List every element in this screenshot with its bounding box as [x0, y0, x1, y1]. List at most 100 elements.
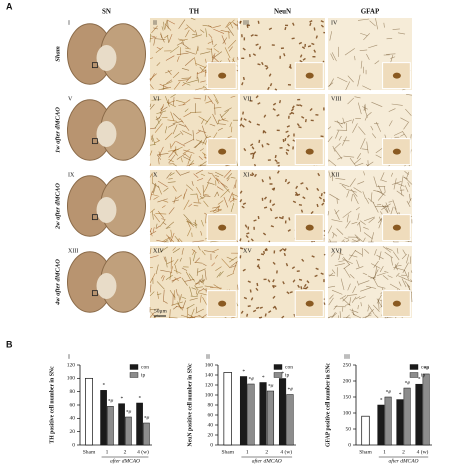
texture: [155, 223, 158, 229]
texture: [202, 184, 205, 196]
texture: [226, 272, 235, 277]
y-tick-label: 80: [70, 389, 76, 395]
texture: [211, 248, 219, 253]
texture: [184, 27, 189, 30]
texture: [260, 253, 265, 256]
texture: [203, 200, 209, 208]
brain-core: [96, 121, 117, 147]
texture: [331, 52, 337, 62]
texture: [153, 37, 156, 46]
texture: [376, 204, 382, 206]
texture: [370, 276, 376, 279]
texture: [212, 113, 218, 124]
texture: [194, 57, 197, 66]
inset-cell: [305, 224, 314, 231]
texture: [343, 256, 350, 265]
micrograph: [149, 169, 239, 243]
texture: [240, 310, 244, 314]
texture: [267, 86, 270, 91]
texture: [205, 58, 207, 64]
texture: [180, 171, 190, 176]
texture: [160, 274, 164, 279]
y-tick-label: 100: [205, 392, 214, 398]
texture: [357, 213, 360, 221]
texture: [253, 219, 257, 222]
texture: [149, 33, 151, 43]
texture: [379, 266, 384, 273]
texture: [263, 196, 268, 200]
y-axis-label: TH positive cell number in SNc: [49, 366, 55, 444]
texture: [274, 216, 278, 220]
texture: [329, 31, 333, 41]
chart-numeral: I: [68, 354, 70, 360]
texture: [318, 196, 322, 200]
column-header: NeuN: [274, 8, 291, 16]
texture: [202, 274, 204, 285]
x-tick-label: 1: [383, 449, 386, 455]
inset-cell: [305, 148, 314, 155]
texture: [292, 22, 295, 26]
texture: [149, 291, 155, 297]
texture: [305, 186, 309, 191]
texture: [355, 296, 361, 300]
texture: [403, 177, 409, 180]
texture: [185, 29, 190, 38]
texture: [229, 198, 236, 203]
texture: [156, 239, 166, 243]
significance-mark: *: [281, 371, 284, 377]
texture: [356, 237, 360, 241]
texture: [395, 272, 400, 277]
texture: [272, 295, 276, 299]
roi-box: [91, 62, 98, 69]
texture: [342, 117, 345, 125]
texture: [311, 240, 314, 243]
texture: [184, 47, 191, 50]
texture: [314, 274, 318, 278]
texture: [149, 173, 153, 178]
texture: [197, 268, 206, 273]
texture: [337, 76, 348, 83]
bar: [422, 373, 430, 446]
image-numeral: XIV: [153, 248, 164, 254]
texture: [377, 192, 386, 201]
texture: [363, 105, 366, 111]
texture: [163, 200, 169, 203]
micrograph: [327, 18, 412, 91]
texture: [173, 81, 181, 90]
texture: [196, 130, 201, 135]
y-tick-label: 60: [208, 412, 214, 418]
texture: [184, 278, 195, 282]
texture: [217, 123, 226, 125]
micrograph: [149, 17, 239, 91]
roi-box: [91, 290, 98, 297]
texture: [286, 143, 291, 147]
texture: [218, 271, 224, 277]
texture: [189, 297, 198, 301]
texture: [181, 267, 188, 271]
y-tick-label: 100: [343, 410, 352, 416]
texture: [196, 286, 203, 288]
texture: [305, 286, 309, 290]
texture: [172, 124, 178, 135]
texture: [363, 232, 373, 239]
panel-label: A: [6, 1, 13, 11]
texture: [250, 34, 254, 37]
image-numeral: XV: [243, 248, 252, 254]
texture: [151, 99, 162, 101]
texture: [352, 308, 354, 315]
image-numeral: XII: [331, 172, 339, 178]
texture: [347, 97, 355, 105]
texture: [178, 238, 183, 243]
texture: [204, 194, 209, 196]
texture: [353, 314, 362, 319]
texture: [404, 280, 411, 288]
texture: [164, 126, 168, 134]
texture: [273, 285, 277, 288]
texture: [266, 142, 270, 146]
texture: [163, 300, 168, 304]
texture: [159, 83, 169, 89]
texture: [157, 210, 165, 219]
texture: [268, 73, 272, 77]
texture: [403, 121, 410, 130]
texture: [205, 214, 207, 224]
